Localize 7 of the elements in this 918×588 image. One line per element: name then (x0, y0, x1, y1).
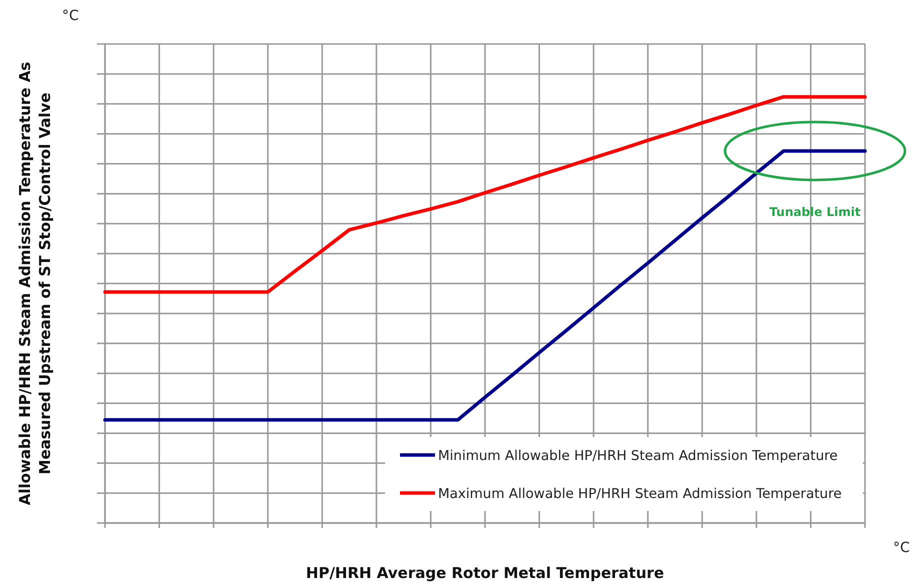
text: °C (893, 540, 910, 556)
legend-label: Maximum Allowable HP/HRH Steam Admission Temperature (438, 486, 842, 502)
x-axis-title: HP/HRH Average Rotor Metal Temperature (306, 564, 664, 582)
legend-label: Minimum Allowable HP/HRH Steam Admission Temperature (438, 448, 838, 464)
text: °C (62, 8, 79, 24)
y-axis-title: Allowable HP/HRH Steam Admission Temperature As Measured Upstream of ST Stop/Control Valve (16, 62, 54, 506)
annotation: Tunable Limit (769, 204, 861, 219)
